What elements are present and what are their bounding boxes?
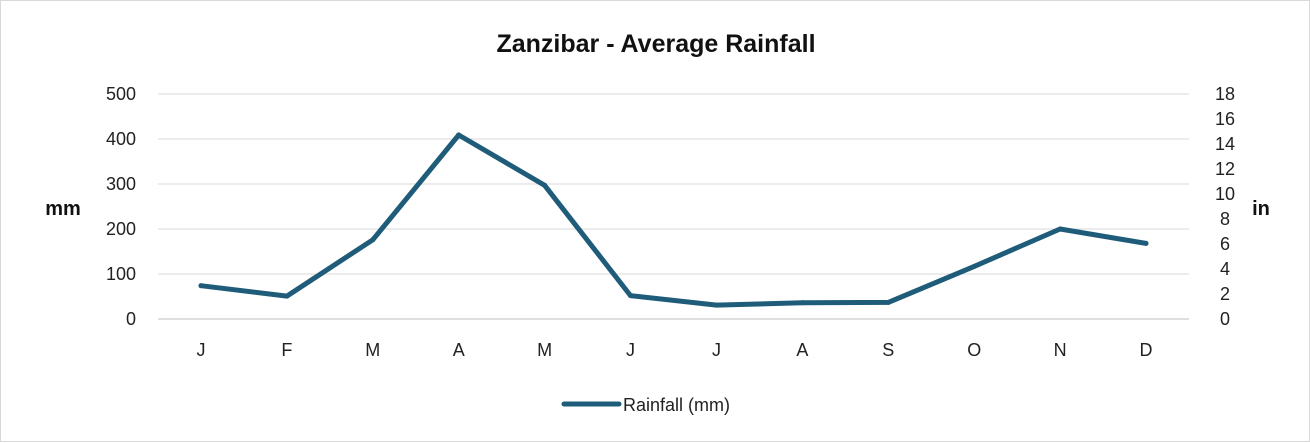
x-tick-label: J xyxy=(196,340,205,360)
data-point xyxy=(1057,226,1063,232)
y-tick-label: 0 xyxy=(126,309,136,329)
y2-tick-label: 2 xyxy=(1220,284,1230,304)
data-point xyxy=(542,182,548,188)
data-point xyxy=(628,293,634,299)
y2-tick-label: 14 xyxy=(1215,134,1235,154)
legend-label: Rainfall (mm) xyxy=(623,395,730,415)
y-tick-label: 300 xyxy=(106,174,136,194)
y2-tick-label: 6 xyxy=(1220,234,1230,254)
y-tick-label: 100 xyxy=(106,264,136,284)
y-tick-label: 200 xyxy=(106,219,136,239)
x-tick-label: J xyxy=(626,340,635,360)
x-tick-label: A xyxy=(796,340,808,360)
y2-tick-label: 18 xyxy=(1215,84,1235,104)
x-tick-label: O xyxy=(967,340,981,360)
y2-tick-label: 8 xyxy=(1220,209,1230,229)
data-point xyxy=(370,237,376,243)
x-tick-label: N xyxy=(1054,340,1067,360)
series-group xyxy=(198,132,1149,308)
data-point xyxy=(713,302,719,308)
data-point xyxy=(198,283,204,289)
series-line-rainfall xyxy=(198,132,1149,308)
data-point xyxy=(284,293,290,299)
x-tick-label: M xyxy=(537,340,552,360)
data-point xyxy=(799,300,805,306)
y-tick-label: 500 xyxy=(106,84,136,104)
data-point xyxy=(1143,240,1149,246)
x-tick-label: D xyxy=(1140,340,1153,360)
y2-tick-label: 4 xyxy=(1220,259,1230,279)
x-tick-label: F xyxy=(281,340,292,360)
data-point xyxy=(885,299,891,305)
y2-tick-label: 0 xyxy=(1220,309,1230,329)
data-point xyxy=(456,132,462,138)
y2-tick-label: 12 xyxy=(1215,159,1235,179)
y2-axis-title: in xyxy=(1252,198,1270,220)
legend: Rainfall (mm) xyxy=(561,395,730,415)
y-axis-ticks: 0 100 200 300 400 500 xyxy=(106,84,136,329)
x-tick-label: S xyxy=(882,340,894,360)
x-tick-label: A xyxy=(453,340,465,360)
y2-axis-ticks: 0 2 4 6 8 10 12 14 16 18 xyxy=(1215,84,1235,329)
data-point xyxy=(971,263,977,269)
x-tick-label: M xyxy=(365,340,380,360)
y-tick-label: 400 xyxy=(106,129,136,149)
x-tick-label: J xyxy=(712,340,721,360)
y2-tick-label: 16 xyxy=(1215,109,1235,129)
chart-title: Zanzibar - Average Rainfall xyxy=(496,30,815,58)
gridlines xyxy=(158,93,1189,320)
y2-tick-label: 10 xyxy=(1215,184,1235,204)
y-axis-title: mm xyxy=(45,198,81,220)
